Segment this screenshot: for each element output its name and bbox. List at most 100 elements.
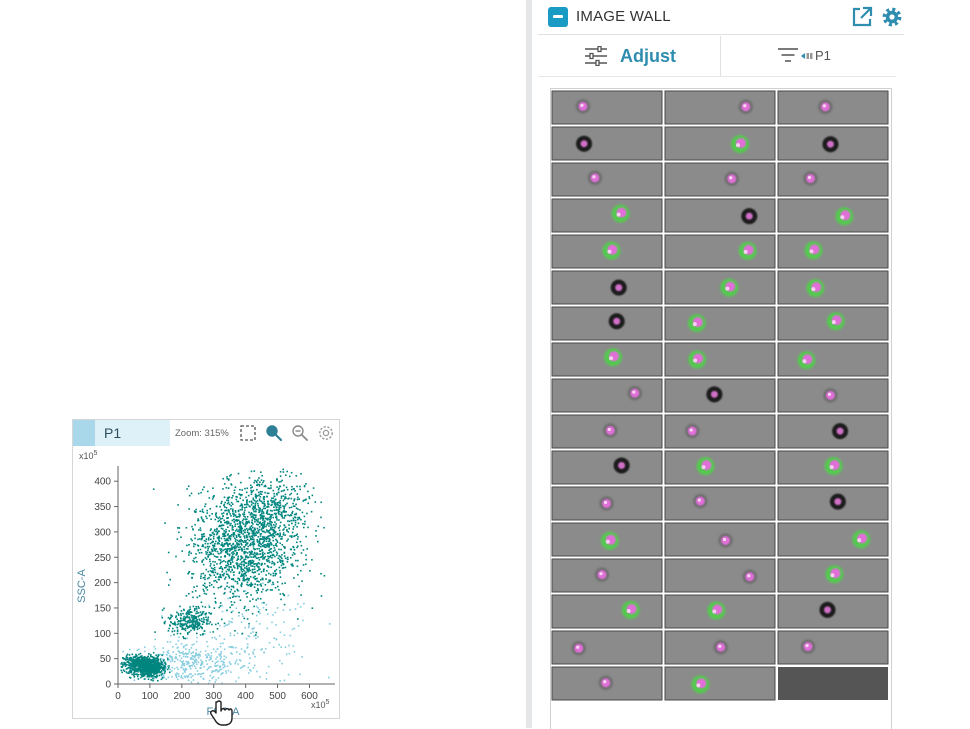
- cell-thumbnail[interactable]: [551, 630, 663, 665]
- cell-thumbnail[interactable]: [551, 162, 663, 197]
- data-point: [251, 486, 253, 488]
- data-point: [254, 555, 257, 558]
- cell-thumbnail[interactable]: [777, 90, 889, 125]
- data-point: [219, 624, 221, 627]
- cell-thumbnail[interactable]: [777, 450, 889, 485]
- cell-thumbnail[interactable]: [551, 414, 663, 449]
- cell-thumbnail[interactable]: [777, 270, 889, 305]
- gate-tab[interactable]: P1: [73, 420, 170, 446]
- data-point: [232, 535, 235, 538]
- data-point: [188, 631, 191, 633]
- cell-thumbnail[interactable]: [551, 558, 663, 593]
- data-point: [164, 667, 167, 670]
- data-point: [206, 620, 208, 622]
- data-point: [290, 557, 292, 559]
- data-point: [170, 614, 172, 616]
- cell-thumbnail[interactable]: [777, 126, 889, 161]
- data-point: [236, 552, 238, 554]
- data-point: [197, 621, 199, 623]
- data-point: [269, 534, 272, 537]
- data-point: [212, 571, 215, 574]
- data-point: [247, 556, 249, 559]
- cell-thumbnail[interactable]: [777, 198, 889, 233]
- cell-thumbnail[interactable]: [551, 522, 663, 557]
- cell-thumbnail[interactable]: [777, 378, 889, 413]
- cell-thumbnail[interactable]: [664, 270, 776, 305]
- data-point: [137, 658, 139, 661]
- cell-thumbnail[interactable]: [777, 522, 889, 557]
- data-point: [217, 677, 220, 679]
- cell-thumbnail[interactable]: [664, 378, 776, 413]
- data-point: [241, 582, 243, 584]
- data-point: [238, 572, 241, 575]
- cell-thumbnail[interactable]: [551, 126, 663, 161]
- cell-thumbnail[interactable]: [777, 558, 889, 593]
- adjust-button[interactable]: Adjust: [538, 36, 721, 76]
- panel-divider[interactable]: [526, 0, 532, 728]
- cell-thumbnail[interactable]: [551, 306, 663, 341]
- data-point: [216, 563, 218, 565]
- data-point: [227, 553, 229, 555]
- data-point: [142, 665, 145, 668]
- cell-thumbnail[interactable]: [551, 378, 663, 413]
- cell-thumbnail[interactable]: [664, 666, 776, 701]
- cell-thumbnail[interactable]: [664, 594, 776, 629]
- cell-thumbnail[interactable]: [664, 522, 776, 557]
- cell-thumbnail[interactable]: [777, 414, 889, 449]
- cell-thumbnail[interactable]: [664, 126, 776, 161]
- selection-icon[interactable]: [239, 424, 257, 442]
- cell-thumbnail[interactable]: [777, 594, 889, 629]
- data-point: [241, 575, 243, 577]
- data-point: [229, 634, 232, 637]
- cell-thumbnail[interactable]: [664, 414, 776, 449]
- data-point: [236, 588, 238, 591]
- cell-thumbnail[interactable]: [664, 198, 776, 233]
- open-external-icon[interactable]: [850, 5, 874, 29]
- settings-icon[interactable]: [317, 424, 335, 442]
- cell-thumbnail[interactable]: [664, 90, 776, 125]
- filter-button[interactable]: P1: [721, 36, 896, 76]
- data-point: [204, 650, 207, 652]
- cell-thumbnail[interactable]: [664, 630, 776, 665]
- data-point: [221, 560, 224, 563]
- data-point: [137, 671, 139, 673]
- cell-thumbnail[interactable]: [777, 486, 889, 521]
- cell-thumbnail[interactable]: [551, 234, 663, 269]
- cell-thumbnail[interactable]: [777, 306, 889, 341]
- cell-thumbnail[interactable]: [551, 270, 663, 305]
- data-point: [296, 493, 299, 495]
- cell-thumbnail[interactable]: [777, 234, 889, 269]
- data-point: [215, 679, 217, 681]
- data-point: [133, 664, 135, 667]
- data-point: [260, 545, 262, 548]
- cell-thumbnail[interactable]: [664, 306, 776, 341]
- cell-thumbnail[interactable]: [777, 162, 889, 197]
- data-point: [210, 657, 212, 659]
- cell-thumbnail[interactable]: [777, 342, 889, 377]
- cell-thumbnail[interactable]: [551, 198, 663, 233]
- cell-thumbnail[interactable]: [664, 234, 776, 269]
- cell-thumbnail[interactable]: [664, 558, 776, 593]
- data-point: [227, 501, 230, 504]
- zoom-out-icon[interactable]: [291, 424, 309, 442]
- data-point: [267, 535, 269, 538]
- data-point: [294, 608, 297, 610]
- cell-thumbnail[interactable]: [551, 342, 663, 377]
- cell-thumbnail[interactable]: [664, 450, 776, 485]
- cell-thumbnail[interactable]: [551, 450, 663, 485]
- data-point: [264, 517, 267, 519]
- cell-thumbnail[interactable]: [777, 630, 889, 665]
- cell-thumbnail[interactable]: [551, 666, 663, 701]
- cell-thumbnail[interactable]: [664, 162, 776, 197]
- cell-thumbnail[interactable]: [551, 594, 663, 629]
- gear-icon[interactable]: [880, 5, 904, 29]
- scatter-plot[interactable]: 0 100 200 300 400 500 600050100150200250300350…: [73, 446, 339, 718]
- cell-thumbnail[interactable]: [664, 486, 776, 521]
- zoom-in-icon[interactable]: [265, 424, 283, 442]
- cell-thumbnail[interactable]: [664, 342, 776, 377]
- data-point: [143, 672, 145, 675]
- cell-thumbnail[interactable]: [551, 486, 663, 521]
- data-point: [248, 577, 250, 580]
- cell-thumbnail[interactable]: [551, 90, 663, 125]
- data-point: [211, 544, 214, 547]
